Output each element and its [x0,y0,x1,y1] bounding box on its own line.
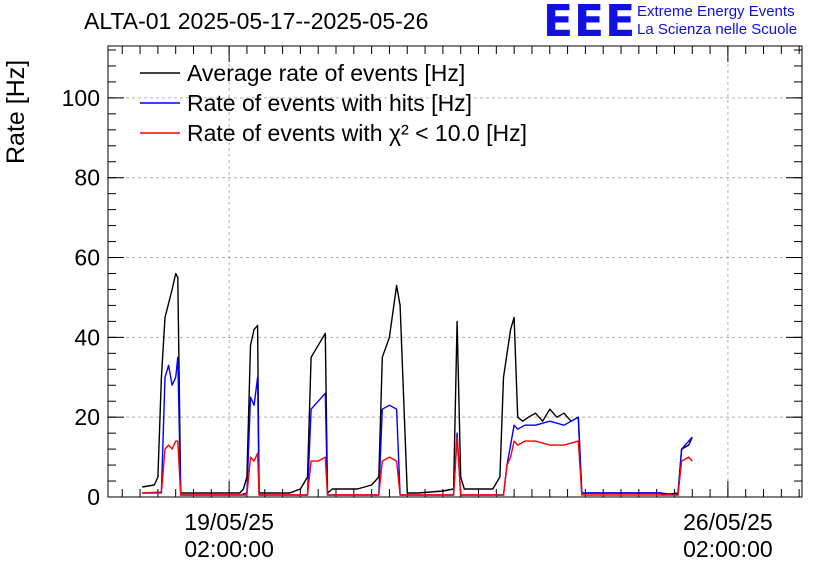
series-line [142,356,693,496]
x-tick-label-date: 26/05/25 [683,509,773,535]
x-tick-label-date: 19/05/25 [184,509,274,535]
eee-logo: EEE [543,0,637,47]
y-tick-label: 40 [74,324,100,350]
y-tick-label: 80 [74,165,100,191]
y-tick-label: 20 [74,404,100,430]
logo-caption: Extreme Energy Events La Scienza nelle S… [637,3,797,39]
y-tick-label: 100 [62,85,100,111]
legend-label: Average rate of events [Hz] [187,60,465,86]
legend-label: Rate of events with hits [Hz] [187,90,472,116]
series-line [142,272,693,496]
y-tick-label: 0 [87,484,100,510]
y-tick-label: 60 [74,245,100,271]
plot-frame [107,45,803,498]
chart-title: ALTA-01 2025-05-17--2025-05-26 [84,8,429,34]
x-tick-label-time: 02:00:00 [683,536,773,562]
logo-caption-line1: Extreme Energy Events [637,3,795,20]
legend-label: Rate of events with χ² < 10.0 [Hz] [187,120,527,146]
logo-caption-line2: La Scienza nelle Scuole [637,21,798,38]
series-line [142,436,693,496]
x-tick-label-time: 02:00:00 [184,536,274,562]
